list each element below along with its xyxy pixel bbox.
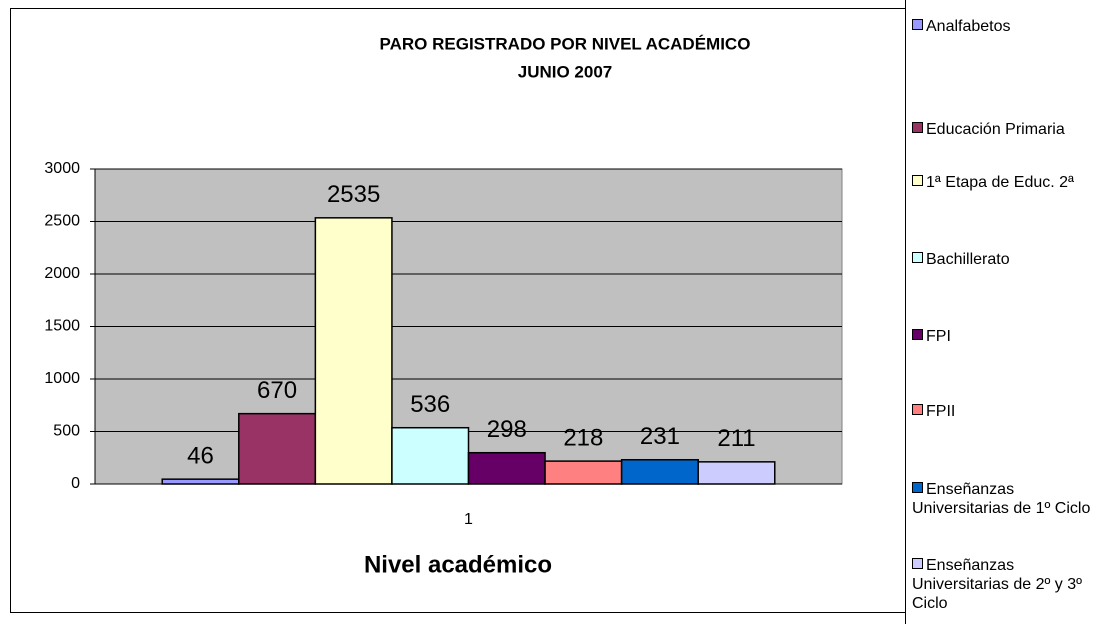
legend-swatch — [912, 404, 923, 415]
legend-swatch — [912, 252, 923, 263]
legend-label: 1ª Etapa de Educ. 2ª — [926, 174, 1074, 191]
legend-swatch — [912, 175, 923, 186]
bar — [544, 460, 623, 485]
legend-label: Analfabetos — [926, 18, 1011, 35]
data-label: 218 — [563, 424, 603, 451]
legend-label: FPI — [926, 328, 951, 345]
x-axis-title: Nivel académico — [364, 551, 552, 578]
y-tick-label: 500 — [53, 423, 80, 440]
legend-label: Bachillerato — [926, 251, 1010, 268]
legend-item: FPI — [912, 327, 1112, 346]
data-label: 231 — [640, 423, 680, 450]
legend-item: 1ª Etapa de Educ. 2ª — [912, 173, 1112, 192]
x-tick-label: 1 — [464, 511, 473, 528]
legend-item: Analfabetos — [912, 17, 1112, 36]
bar — [697, 461, 776, 485]
y-tick-label: 2500 — [44, 213, 80, 230]
legend-item: FPII — [912, 402, 1112, 421]
legend-label: FPII — [926, 403, 956, 420]
data-label: 211 — [717, 425, 755, 452]
legend-swatch — [912, 558, 923, 569]
data-label: 46 — [187, 443, 214, 470]
y-tick-label: 0 — [71, 475, 80, 492]
legend-item: Bachillerato — [912, 250, 1112, 269]
bar — [467, 451, 546, 485]
y-tick-label: 2000 — [44, 265, 80, 282]
data-label: 298 — [487, 416, 527, 443]
legend-label: Enseñanzas Universitarias de 1º Ciclo — [912, 481, 1091, 517]
bar — [161, 478, 240, 485]
legend-item: Educación Primaria — [912, 120, 1112, 139]
bar — [238, 412, 317, 485]
data-label: 536 — [410, 391, 450, 418]
bar — [314, 217, 393, 485]
y-tick-label: 3000 — [44, 160, 80, 177]
chart-title: PARO REGISTRADO POR NIVEL ACADÉMICO — [380, 34, 751, 53]
y-tick-label: 1500 — [44, 318, 80, 335]
data-label: 670 — [257, 377, 297, 404]
bar — [391, 426, 470, 485]
legend-item: Enseñanzas Universitarias de 1º Ciclo — [912, 480, 1112, 518]
legend-border — [905, 0, 1119, 624]
legend-item: Enseñanzas Universitarias de 2º y 3º Cic… — [912, 556, 1112, 613]
chart-subtitle: JUNIO 2007 — [518, 62, 613, 81]
legend-swatch — [912, 19, 923, 30]
data-label: 2535 — [327, 181, 380, 208]
legend-swatch — [912, 329, 923, 340]
legend-label: Educación Primaria — [926, 121, 1065, 138]
bar — [620, 458, 699, 485]
y-tick-label: 1000 — [44, 370, 80, 387]
legend-label: Enseñanzas Universitarias de 2º y 3º Cic… — [912, 557, 1082, 612]
legend-swatch — [912, 482, 923, 493]
legend-swatch — [912, 122, 923, 133]
